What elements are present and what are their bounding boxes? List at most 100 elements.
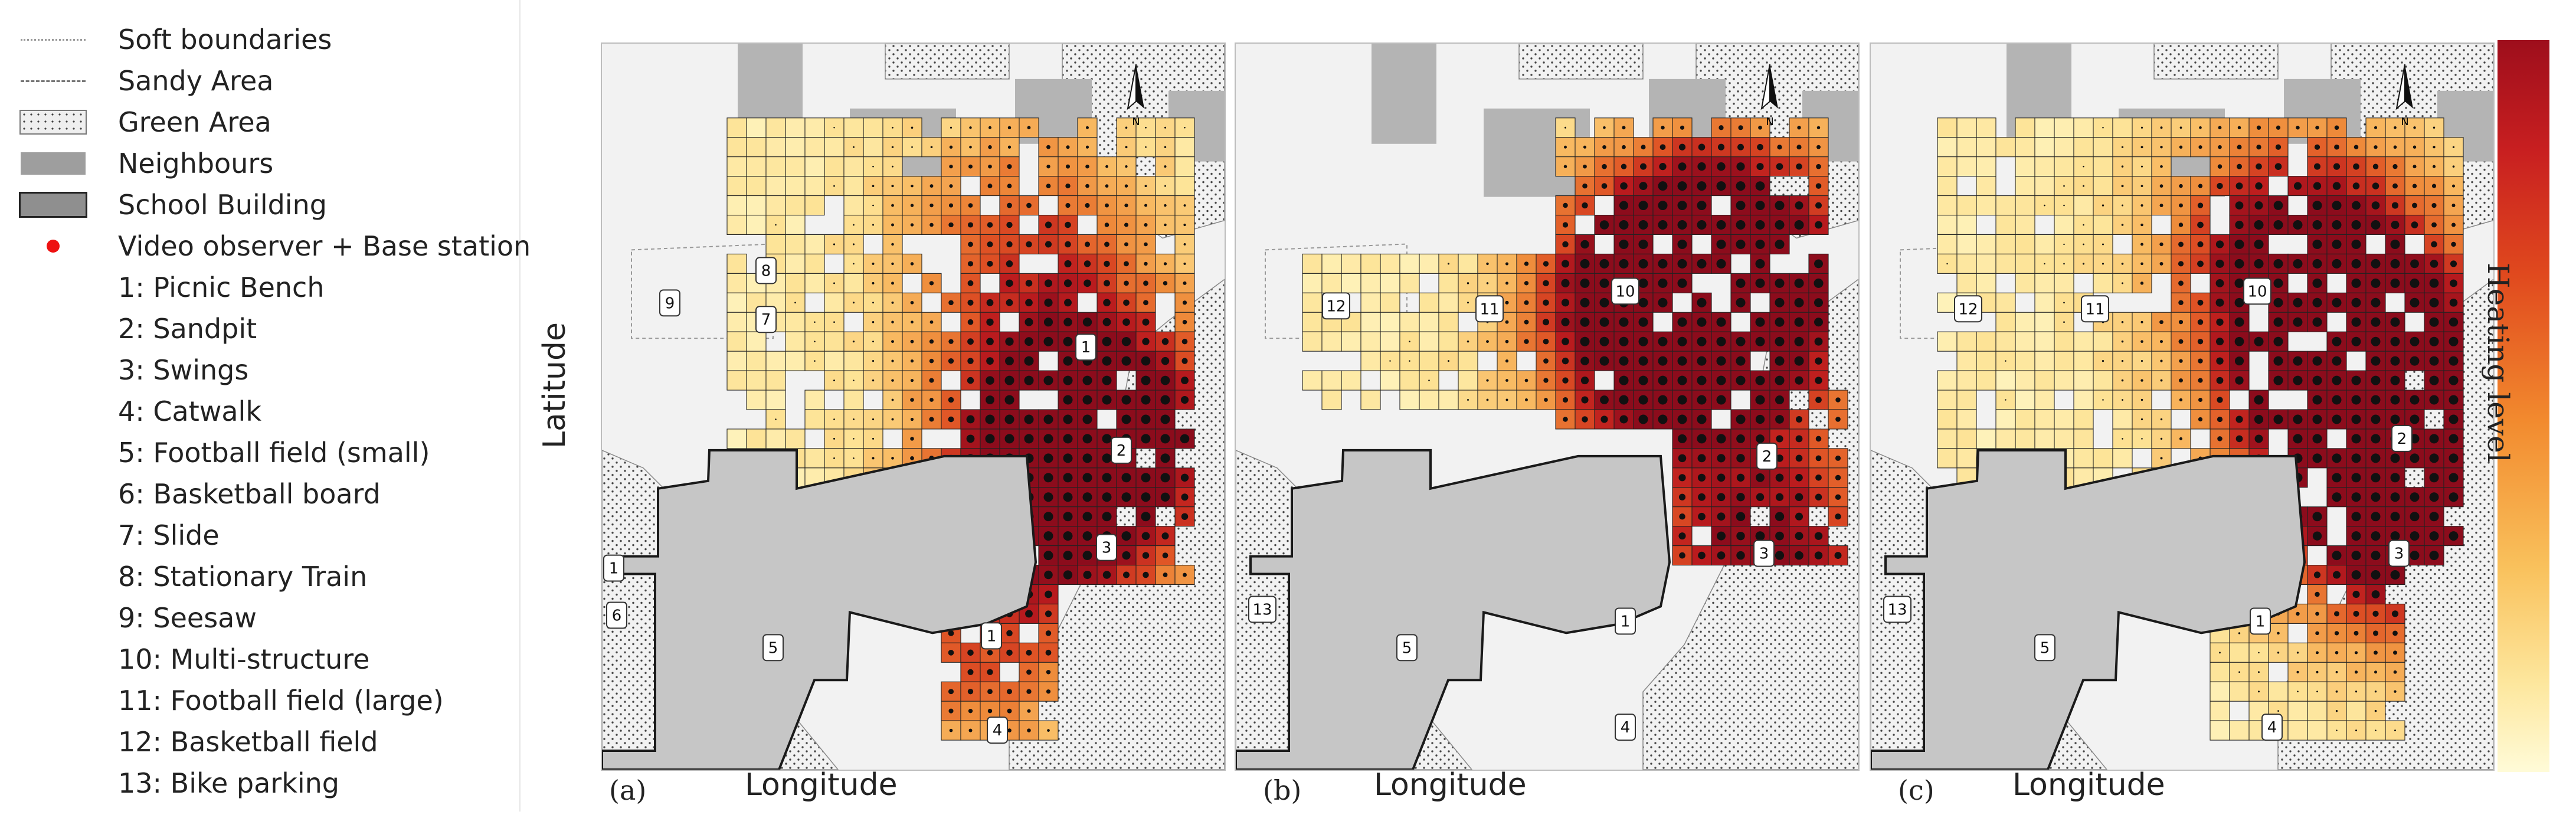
- occupancy-dot: [1084, 241, 1091, 247]
- occupancy-dot: [1796, 145, 1802, 150]
- occupancy-dot: [1543, 261, 1549, 267]
- occupancy-dot: [1428, 379, 1430, 381]
- heat-cell: [980, 312, 1000, 332]
- occupancy-dot: [910, 204, 914, 207]
- occupancy-dot: [1776, 454, 1783, 462]
- occupancy-dot: [2394, 729, 2396, 732]
- occupancy-dot: [2179, 126, 2182, 129]
- occupancy-dot: [1486, 379, 1489, 382]
- occupancy-dot: [987, 689, 993, 695]
- svg-text:8: 8: [761, 262, 771, 280]
- occupancy-dot: [1795, 416, 1803, 423]
- heat-cell: [2229, 720, 2250, 741]
- occupancy-dot: [1755, 220, 1765, 230]
- heat-cell: [804, 234, 825, 254]
- occupancy-dot: [1717, 493, 1726, 502]
- heat-cell: [1419, 292, 1439, 313]
- legend-label: 12: Basketball field: [118, 726, 378, 758]
- occupancy-dot: [929, 398, 934, 402]
- svg-text:13: 13: [1252, 601, 1272, 619]
- occupancy-dot: [1562, 377, 1569, 384]
- occupancy-dot: [1024, 318, 1033, 326]
- occupancy-dot: [1677, 201, 1687, 211]
- occupancy-dot: [1063, 453, 1073, 463]
- occupancy-dot: [1183, 281, 1187, 285]
- occupancy-dot: [1085, 203, 1090, 208]
- occupancy-dot: [2352, 182, 2360, 189]
- heat-cell: [2034, 273, 2055, 293]
- occupancy-dot: [1815, 357, 1822, 365]
- map-legend: Soft boundaries Sandy Area Green Area Neigh…: [0, 0, 531, 812]
- occupancy-dot: [891, 340, 894, 343]
- occupancy-dot: [910, 456, 914, 460]
- occupancy-dot: [2371, 220, 2381, 230]
- occupancy-dot: [1121, 531, 1131, 541]
- occupancy-dot: [1564, 145, 1567, 149]
- occupancy-dot: [1677, 356, 1687, 366]
- heat-cell: [2054, 351, 2074, 371]
- occupancy-dot: [2392, 630, 2398, 636]
- occupancy-dot: [2217, 164, 2223, 169]
- location-marker: 4: [987, 717, 1008, 744]
- legend-symbol-dot: [47, 240, 60, 253]
- occupancy-dot: [2351, 473, 2361, 483]
- occupancy-dot: [2334, 631, 2339, 636]
- occupancy-dot: [1006, 630, 1013, 637]
- heat-cell: [2346, 603, 2366, 624]
- heat-cell: [2034, 428, 2055, 449]
- occupancy-dot: [2159, 261, 2163, 266]
- heat-cell: [1321, 273, 1342, 293]
- occupancy-dot: [2410, 259, 2419, 269]
- heat-cell: [1808, 428, 1829, 449]
- green-area: [2153, 44, 2279, 80]
- occupancy-dot: [1007, 708, 1012, 714]
- occupancy-dot: [2044, 204, 2045, 207]
- heat-cell: [2034, 312, 2055, 332]
- occupancy-dot: [1026, 202, 1032, 208]
- occupancy-dot: [891, 243, 894, 246]
- legend-item: Neighbours: [18, 143, 273, 184]
- school-building: [1236, 449, 1671, 770]
- occupancy-dot: [1736, 336, 1746, 346]
- occupancy-dot: [966, 415, 975, 424]
- occupancy-dot: [2140, 185, 2143, 187]
- heat-cell: [804, 176, 825, 197]
- occupancy-dot: [1775, 201, 1785, 211]
- occupancy-dot: [2392, 164, 2398, 169]
- occupancy-dot: [814, 321, 816, 323]
- heat-cell: [1419, 312, 1439, 332]
- occupancy-dot: [2351, 434, 2361, 444]
- occupancy-dot: [1757, 143, 1763, 151]
- occupancy-dot: [948, 689, 954, 695]
- heat-cell: [843, 176, 864, 197]
- occupancy-dot: [967, 669, 974, 675]
- heat-cell: [1937, 390, 1958, 410]
- heat-cell: [2034, 234, 2055, 254]
- occupancy-dot: [2254, 434, 2263, 443]
- occupancy-dot: [1736, 531, 1745, 541]
- occupancy-dot: [1775, 278, 1785, 288]
- occupancy-dot: [2371, 473, 2381, 483]
- heat-cell: [2307, 701, 2328, 721]
- occupancy-dot: [1680, 125, 1685, 130]
- heat-cell: [2307, 720, 2328, 741]
- occupancy-dot: [2351, 395, 2361, 405]
- heat-cell: [1995, 409, 2016, 430]
- location-marker: 4: [2261, 714, 2283, 741]
- heat-cell: [1995, 428, 2016, 449]
- legend-item: School Building: [18, 184, 327, 225]
- occupancy-dot: [1065, 241, 1071, 248]
- occupancy-dot: [872, 282, 875, 284]
- legend-symbol: [18, 473, 89, 515]
- occupancy-dot: [950, 126, 953, 129]
- heat-cell: [882, 448, 903, 469]
- heat-cell: [1937, 156, 1958, 177]
- occupancy-dot: [1082, 512, 1092, 522]
- occupancy-dot: [1580, 356, 1589, 365]
- occupancy-dot: [2314, 144, 2320, 150]
- occupancy-dot: [2410, 551, 2420, 561]
- legend-item: 8: Stationary Train: [18, 556, 367, 597]
- occupancy-dot: [1775, 395, 1785, 405]
- occupancy-dot: [1698, 493, 1706, 501]
- legend-label: 6: Basketball board: [118, 478, 381, 510]
